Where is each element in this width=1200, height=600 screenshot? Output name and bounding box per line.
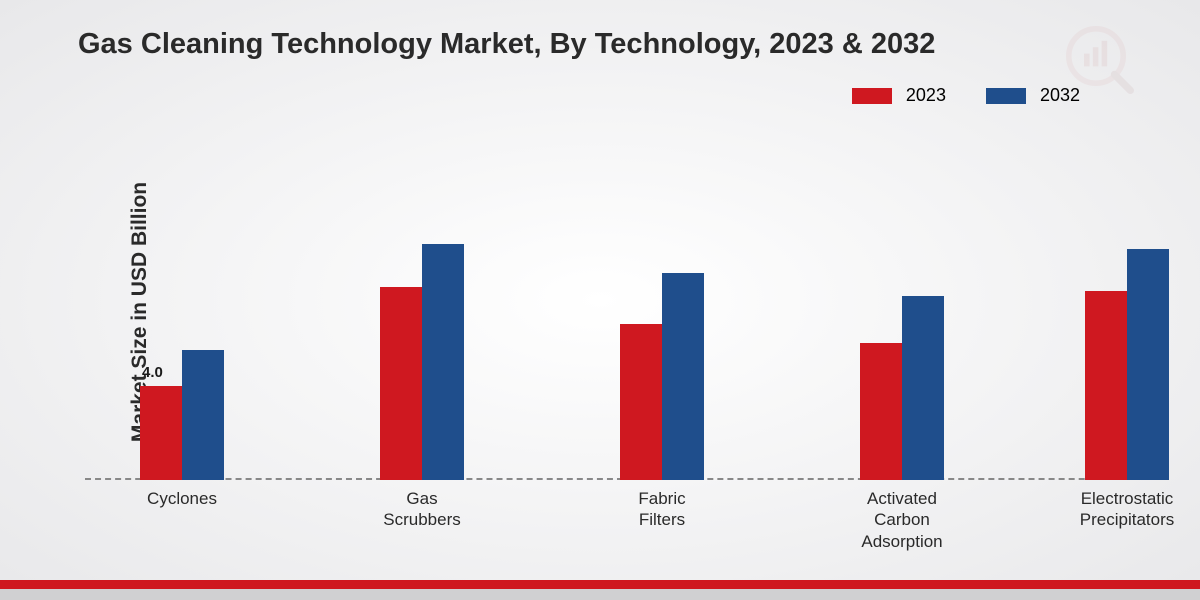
category-label: Electrostatic Precipitators [1080, 488, 1174, 531]
legend-item-2023: 2023 [852, 85, 946, 106]
footer-grey-bar [0, 589, 1200, 600]
bar-value-label: 4.0 [142, 364, 163, 381]
footer-red-bar [0, 580, 1200, 589]
footer-stripe [0, 580, 1200, 600]
bar-2032 [182, 350, 224, 480]
bar-2023 [620, 324, 662, 480]
category-label: Activated Carbon Adsorption [861, 488, 942, 552]
bar-group: Electrostatic Precipitators [1085, 249, 1169, 480]
legend-item-2032: 2032 [986, 85, 1080, 106]
bar-group: 4.0Cyclones [140, 350, 224, 480]
bar-2023 [380, 287, 422, 480]
legend: 2023 2032 [852, 85, 1080, 106]
legend-label-2032: 2032 [1040, 85, 1080, 106]
bar-2023 [860, 343, 902, 480]
category-label: Fabric Filters [638, 488, 685, 531]
bar-group: Activated Carbon Adsorption [860, 296, 944, 480]
bar-2032 [422, 244, 464, 480]
legend-label-2023: 2023 [906, 85, 946, 106]
legend-swatch-2032 [986, 88, 1026, 104]
bar-2032 [902, 296, 944, 480]
chart-title: Gas Cleaning Technology Market, By Techn… [78, 28, 935, 61]
category-label: Cyclones [147, 488, 217, 509]
bar-2023 [1085, 291, 1127, 480]
chart-plot-area: 4.0Cyclones Gas Scrubbers Fabric Filters Ac… [85, 150, 1165, 480]
bar-2023: 4.0 [140, 386, 182, 480]
bar-2032 [1127, 249, 1169, 480]
legend-swatch-2023 [852, 88, 892, 104]
category-label: Gas Scrubbers [383, 488, 460, 531]
bar-group: Fabric Filters [620, 273, 704, 480]
bar-group: Gas Scrubbers [380, 244, 464, 480]
bar-2032 [662, 273, 704, 480]
